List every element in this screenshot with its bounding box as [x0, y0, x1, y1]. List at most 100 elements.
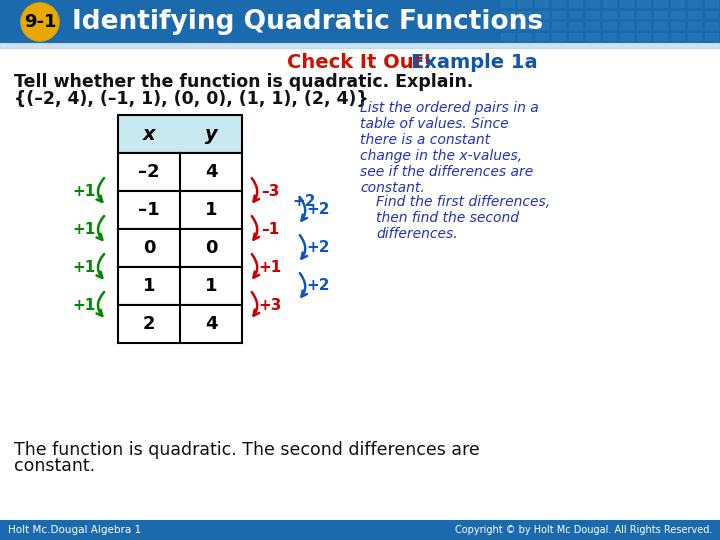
Bar	[118, 229, 242, 267]
Bar	[688, 0, 702, 8]
Circle shape	[21, 3, 59, 41]
Bar	[535, 11, 549, 19]
Text: –3: –3	[261, 184, 279, 199]
Bar	[603, 33, 617, 41]
Text: then find the second: then find the second	[376, 211, 519, 225]
Bar	[705, 11, 719, 19]
Text: Example 1a: Example 1a	[411, 52, 538, 71]
Text: +1: +1	[73, 298, 96, 313]
Bar	[637, 0, 651, 8]
Text: Tell whether the function is quadratic. Explain.: Tell whether the function is quadratic. …	[14, 73, 473, 91]
Bar	[603, 11, 617, 19]
Text: 0: 0	[204, 239, 217, 257]
Bar	[518, 22, 532, 30]
Bar	[637, 33, 651, 41]
Bar	[586, 22, 600, 30]
Bar	[637, 11, 651, 19]
Bar	[552, 33, 566, 41]
Text: +2: +2	[306, 240, 330, 255]
Text: 4: 4	[204, 315, 217, 333]
Text: +2: +2	[292, 194, 316, 210]
Text: The function is quadratic. The second differences are: The function is quadratic. The second di…	[14, 441, 480, 459]
Bar	[688, 11, 702, 19]
Bar	[552, 11, 566, 19]
Text: table of values. Since: table of values. Since	[360, 117, 508, 131]
Bar	[654, 11, 668, 19]
Bar	[654, 22, 668, 30]
Bar	[118, 267, 242, 305]
Bar	[603, 22, 617, 30]
Bar	[705, 0, 719, 8]
Text: Check It Out!: Check It Out!	[287, 52, 432, 71]
Text: Holt Mc.Dougal Algebra 1: Holt Mc.Dougal Algebra 1	[8, 525, 141, 535]
Text: Copyright © by Holt Mc Dougal. All Rights Reserved.: Copyright © by Holt Mc Dougal. All Right…	[454, 525, 712, 535]
Text: 1: 1	[143, 277, 156, 295]
Bar	[620, 22, 634, 30]
Bar	[569, 11, 583, 19]
Text: constant.: constant.	[360, 181, 425, 195]
Bar	[118, 115, 242, 153]
Bar	[586, 33, 600, 41]
Bar	[0, 0, 720, 43]
Bar	[671, 33, 685, 41]
Text: change in the x-values,: change in the x-values,	[360, 149, 522, 163]
Bar	[118, 305, 242, 343]
Bar	[637, 22, 651, 30]
Text: Find the first differences,: Find the first differences,	[376, 195, 550, 209]
Text: see if the differences are: see if the differences are	[360, 165, 534, 179]
Bar	[569, 33, 583, 41]
Bar	[535, 22, 549, 30]
Bar	[620, 0, 634, 8]
Bar	[501, 33, 515, 41]
Bar	[501, 0, 515, 8]
Text: 0: 0	[143, 239, 156, 257]
Bar	[671, 22, 685, 30]
Text: x: x	[143, 125, 156, 144]
Bar	[0, 520, 720, 540]
Bar	[0, 43, 720, 48]
Bar	[552, 0, 566, 8]
Text: +1: +1	[73, 184, 96, 199]
Text: –2: –2	[138, 163, 160, 181]
Text: 9-1: 9-1	[24, 13, 56, 31]
Bar	[620, 11, 634, 19]
Bar	[569, 0, 583, 8]
Bar	[501, 22, 515, 30]
Text: +1: +1	[73, 260, 96, 274]
Text: {(–2, 4), (–1, 1), (0, 0), (1, 1), (2, 4)}: {(–2, 4), (–1, 1), (0, 0), (1, 1), (2, 4…	[14, 90, 369, 108]
Text: constant.: constant.	[14, 457, 95, 475]
Text: 2: 2	[143, 315, 156, 333]
Bar	[518, 33, 532, 41]
Bar	[654, 0, 668, 8]
Text: List the ordered pairs in a: List the ordered pairs in a	[360, 101, 539, 115]
Bar	[705, 33, 719, 41]
Text: there is a constant: there is a constant	[360, 133, 490, 147]
Bar	[518, 0, 532, 8]
Text: –1: –1	[138, 201, 160, 219]
Text: 4: 4	[204, 163, 217, 181]
Bar	[586, 0, 600, 8]
Bar	[501, 11, 515, 19]
Bar	[671, 11, 685, 19]
Bar	[688, 22, 702, 30]
Bar	[569, 22, 583, 30]
Bar	[705, 22, 719, 30]
Bar	[586, 11, 600, 19]
Text: +2: +2	[306, 279, 330, 294]
Bar	[688, 33, 702, 41]
Bar	[620, 33, 634, 41]
Text: –1: –1	[261, 221, 279, 237]
Text: differences.: differences.	[376, 227, 458, 241]
Bar	[654, 33, 668, 41]
Text: 1: 1	[204, 201, 217, 219]
Text: +1: +1	[258, 260, 282, 274]
Bar	[518, 11, 532, 19]
Text: +3: +3	[258, 298, 282, 313]
Bar	[603, 0, 617, 8]
Bar	[118, 191, 242, 229]
Bar	[118, 153, 242, 191]
Bar	[535, 0, 549, 8]
Text: Identifying Quadratic Functions: Identifying Quadratic Functions	[72, 9, 543, 35]
Text: +1: +1	[73, 221, 96, 237]
Text: y: y	[204, 125, 217, 144]
